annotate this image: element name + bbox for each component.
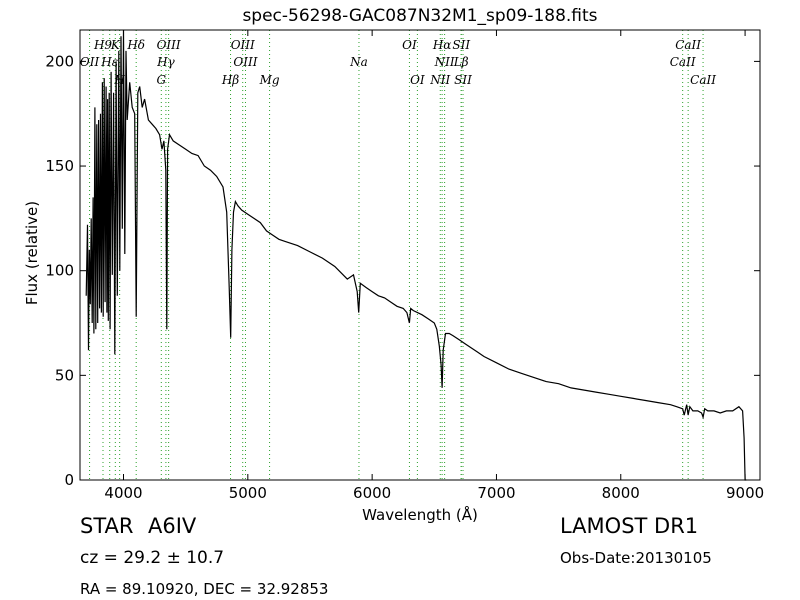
line-marker-label: OIII (157, 38, 181, 52)
x-axis-ticks: 4000 5000 6000 7000 8000 9000 (104, 30, 764, 502)
y-axis-label: Flux (relative) (23, 200, 41, 306)
line-marker-label: OI (410, 73, 425, 87)
y-tick-label: 200 (45, 52, 74, 70)
x-tick-label: 6000 (353, 484, 391, 502)
line-marker-label: Hε (100, 55, 118, 69)
line-marker-label: G (157, 73, 167, 87)
x-tick-label: 9000 (726, 484, 764, 502)
x-tick-label: 5000 (229, 484, 267, 502)
line-marker-label: SII (452, 38, 470, 52)
line-marker-label: OIII (233, 55, 257, 69)
line-marker-label: Mg (259, 73, 280, 87)
x-axis-label: Wavelength (Å) (362, 506, 478, 524)
y-tick-label: 150 (45, 157, 74, 175)
obs-date: Obs-Date:20130105 (560, 549, 712, 567)
line-marker-label: H9 (93, 38, 112, 52)
x-tick-label: 7000 (477, 484, 515, 502)
line-marker-label: Hβ (221, 73, 239, 87)
x-tick-label: 8000 (602, 484, 640, 502)
line-marker-label: CaII (690, 73, 716, 87)
line-marker-label: OII (80, 55, 100, 69)
line-marker-label: Lβ (453, 55, 469, 69)
line-marker-label: Na (349, 55, 368, 69)
y-tick-label: 50 (55, 366, 74, 384)
line-marker-label: NII (434, 55, 455, 69)
plot-frame (79, 29, 761, 481)
redshift-text: cz = 29.2 ± 10.7 (80, 548, 225, 568)
survey-name: LAMOST DR1 (560, 514, 699, 538)
line-marker-label: CaII (675, 38, 701, 52)
object-class: STAR (80, 514, 134, 538)
coordinates: RA = 89.10920, DEC = 32.92853 (80, 580, 329, 598)
emission-line-markers (89, 30, 704, 480)
line-marker-label: NII (429, 73, 450, 87)
line-marker-label: Hγ (156, 55, 175, 69)
line-marker-label: CaII (670, 55, 696, 69)
object-subclass: A6IV (148, 514, 197, 538)
y-tick-label: 100 (45, 262, 74, 280)
y-tick-label: 0 (64, 471, 74, 489)
spectrum-line (85, 29, 747, 481)
line-marker-label: OIII (231, 38, 255, 52)
line-marker-label: K (110, 38, 121, 52)
line-marker-label: OI (402, 38, 417, 52)
chart-title: spec-56298-GAC087N32M1_sp09-188.fits (242, 6, 598, 26)
y-axis-ticks: 0 50 100 150 200 (45, 52, 760, 489)
x-tick-label: 4000 (104, 484, 142, 502)
line-marker-label: Hα (432, 38, 452, 52)
line-marker-label: SII (454, 73, 472, 87)
line-marker-label: Hδ (126, 38, 145, 52)
